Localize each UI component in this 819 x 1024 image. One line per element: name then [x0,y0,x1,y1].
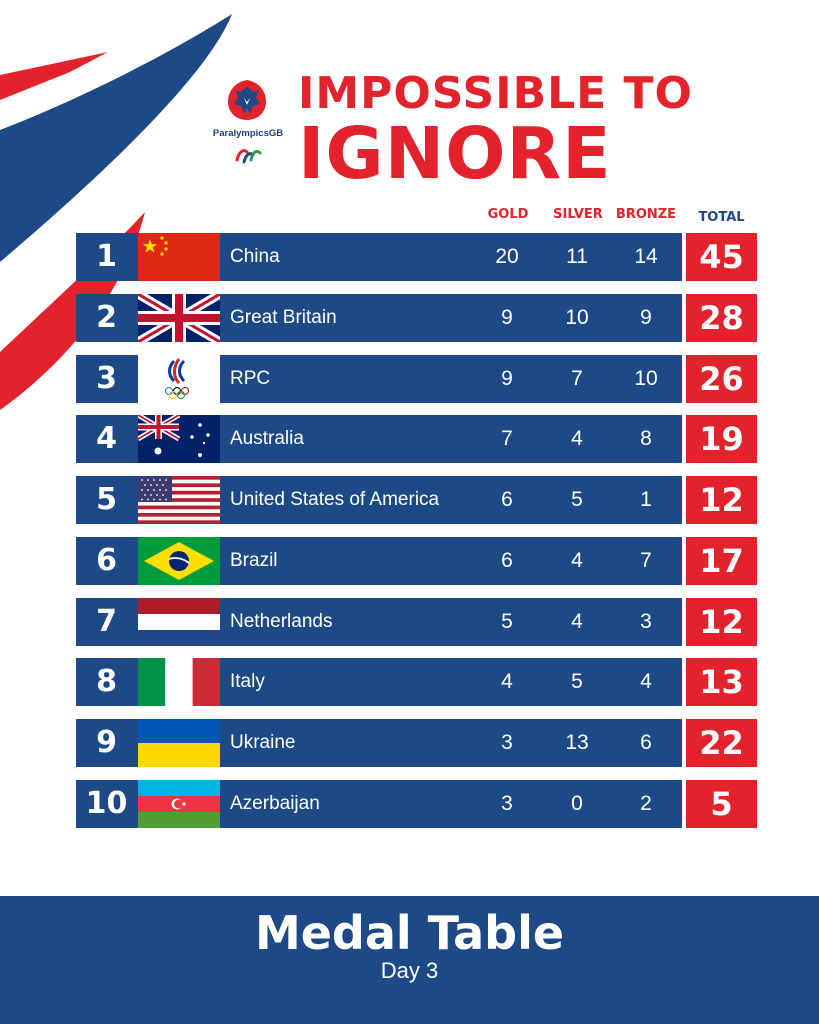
column-header-bronze: BRONZE [615,207,677,222]
country-name: Australia [230,428,304,449]
gold-count: 6 [501,549,513,572]
country-name: Italy [230,671,265,692]
country-name: United States of America [230,489,440,510]
headline-line-2: IGNORE [298,112,612,195]
rank: 2 [96,300,117,335]
silver-count: 4 [571,427,583,450]
agitos-icon [235,149,262,164]
azerbaijan-flag-icon [138,780,220,828]
footer-subtitle: Day 3 [380,958,439,983]
rank: 4 [96,421,117,456]
silver-count: 13 [565,731,589,754]
bronze-count: 4 [640,670,652,693]
country-name: RPC [230,368,271,389]
brazil-flag-icon [138,537,220,585]
table-row: 10 Azerbaijan 3 0 2 [76,780,682,828]
total-count: 12 [686,476,757,524]
headline: IMPOSSIBLE TO IGNORE [298,68,693,195]
bronze-count: 14 [634,245,658,268]
rank: 5 [96,482,117,517]
rank: 8 [96,664,117,699]
logo-wordmark: ParalympicsGB [212,128,284,139]
total-count: 5 [686,780,757,828]
rank: 9 [96,725,117,760]
paralympics-gb-logo: ParalympicsGB [212,78,284,188]
ukraine-flag-icon [138,719,220,767]
bronze-count: 2 [640,792,652,815]
silver-count: 5 [571,670,583,693]
gold-count: 7 [501,427,513,450]
netherlands-flag-icon [138,598,220,646]
bronze-count: 8 [640,427,652,450]
table-row: 4 Australia 7 4 8 [76,415,682,463]
great-britain-flag-icon [138,294,220,342]
gold-count: 6 [501,488,513,511]
australia-flag-icon [138,415,220,463]
footer-banner: Medal Table Day 3 [0,896,819,1024]
bronze-count: 7 [640,549,652,572]
table-row: 9 Ukraine 3 13 6 [76,719,682,767]
total-count: 13 [686,658,757,706]
footer-title: Medal Table [254,906,565,960]
total-count: 17 [686,537,757,585]
country-name: China [230,246,280,267]
gold-count: 20 [495,245,519,268]
silver-count: 7 [571,367,583,390]
total-count: 12 [686,598,757,646]
silver-count: 11 [566,245,588,268]
bronze-count: 6 [640,731,652,754]
gold-count: 9 [501,306,513,329]
bronze-count: 9 [640,306,652,329]
column-header-silver: SILVER [553,207,603,222]
country-name: Azerbaijan [230,793,320,814]
china-flag-icon [138,233,220,281]
rank: 6 [96,543,117,578]
silver-count: 4 [571,549,583,572]
rank: 3 [96,361,117,396]
table-row: 1 China 20 11 14 [76,233,682,281]
table-row: 8 Italy 4 5 4 [76,658,682,706]
silver-count: 0 [571,792,583,815]
lion-icon [228,80,266,120]
total-count: 45 [686,233,757,281]
gold-count: 4 [501,670,513,693]
bronze-count: 10 [634,367,658,390]
silver-count: 5 [571,488,583,511]
rank: 7 [96,604,117,639]
italy-flag-icon [138,658,220,706]
total-count: 28 [686,294,757,342]
gold-count: 5 [501,610,513,633]
total-count: 19 [686,415,757,463]
column-header-gold: GOLD [487,207,529,222]
country-name: Great Britain [230,307,337,328]
table-row: 7 Netherlands 5 4 3 [76,598,682,646]
table-row: 2 Great Britain 9 10 9 [76,294,682,342]
silver-count: 10 [565,306,589,329]
country-name: Ukraine [230,732,296,753]
table-row: 5 United States of America 6 5 1 [76,476,682,524]
total-count: 22 [686,719,757,767]
table-row: 6 Brazil 6 4 7 [76,537,682,585]
gold-count: 3 [501,792,513,815]
gold-count: 9 [501,367,513,390]
column-header-total: TOTAL [698,210,745,225]
rank: 1 [96,239,117,274]
bronze-count: 1 [640,488,652,511]
country-name: Brazil [230,550,278,571]
usa-flag-icon [138,476,220,524]
rank: 10 [85,786,128,821]
gold-count: 3 [501,731,513,754]
country-name: Netherlands [230,611,333,632]
total-count: 26 [686,355,757,403]
table-row: 3 RPC 9 7 10 [76,355,682,403]
headline-line-1: IMPOSSIBLE TO [298,68,693,119]
bronze-count: 3 [640,610,652,633]
rpc-flag-icon [138,355,220,403]
silver-count: 4 [571,610,583,633]
